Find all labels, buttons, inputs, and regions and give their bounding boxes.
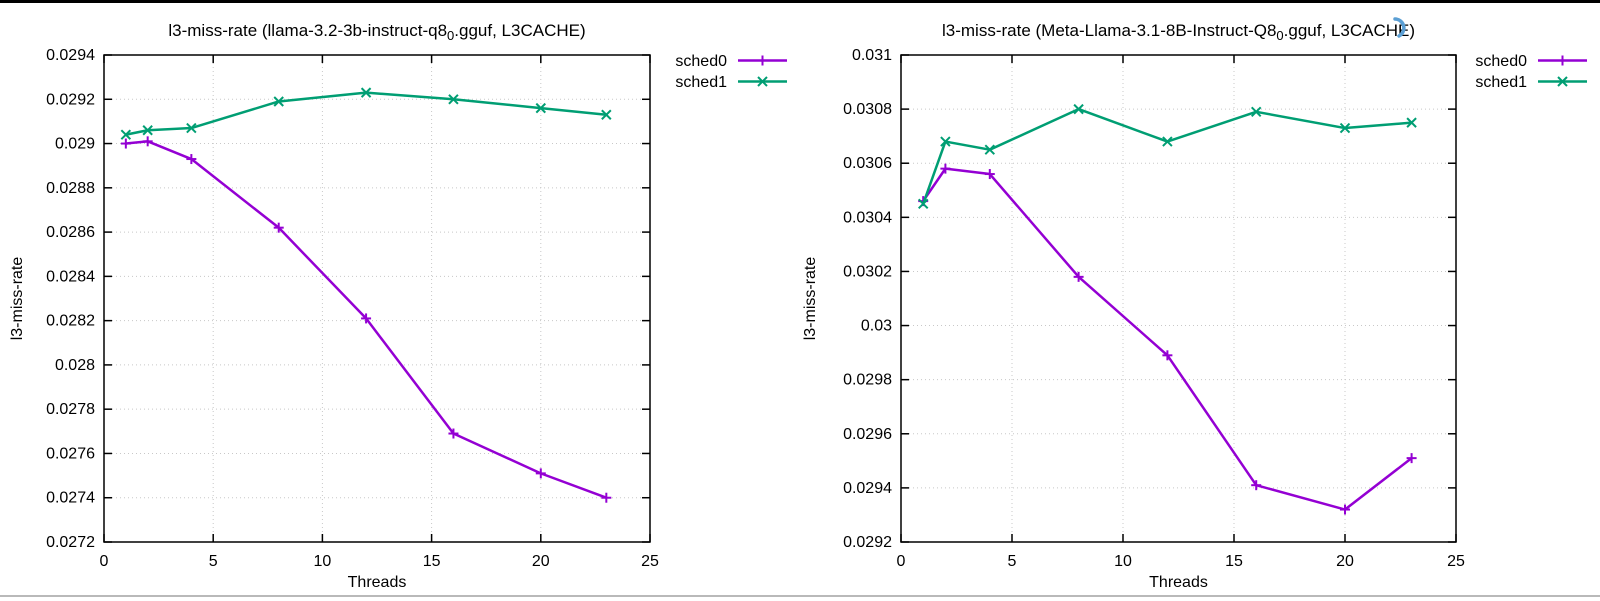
chart-panel-right: 0 5 10 15 20 25 0.0292 0.0294 0.0296 0.0298 0.03 0.… <box>800 0 1600 601</box>
data-point-marker <box>917 198 929 210</box>
data-point-marker <box>984 144 996 155</box>
x-tick-label: 5 <box>1008 553 1017 570</box>
data-point-marker <box>757 76 768 87</box>
y-tick-label: 0.0278 <box>46 401 95 418</box>
legend-label-sched1: sched1 <box>1475 74 1527 91</box>
plot-border <box>103 54 651 543</box>
data-point-marker <box>142 125 153 136</box>
y-tick-label: 0.0308 <box>843 101 892 118</box>
y-tick-label: 0.028 <box>55 357 95 374</box>
y-tick-label: 0.0294 <box>46 47 95 64</box>
chart-title: l3-miss-rate (Meta-Llama-3.1-8B-Instruct… <box>942 21 1415 43</box>
legend-label-sched0: sched0 <box>1475 53 1527 70</box>
y-tick-label: 0.0292 <box>843 534 892 551</box>
x-tick-label: 10 <box>314 553 332 570</box>
y-tick-label: 0.0284 <box>46 268 95 285</box>
x-tick-label: 5 <box>209 553 218 570</box>
y-tick-label: 0.03 <box>861 318 892 335</box>
y-tick-label: 0.0272 <box>46 534 95 551</box>
line-chart-meta-llama-3-1-8b: 0 5 10 15 20 25 0.0292 0.0294 0.0296 0.0298 0.03 0.… <box>802 17 1587 591</box>
data-point-marker <box>535 102 547 114</box>
x-axis-label: Threads <box>1149 574 1208 591</box>
x-tick-label: 15 <box>1225 553 1243 570</box>
plot-border <box>900 54 1457 543</box>
y-tick-label: 0.0292 <box>46 91 95 108</box>
x-tick-label: 15 <box>423 553 441 570</box>
y-tick-label: 0.0304 <box>843 209 892 226</box>
y-tick-label: 0.0302 <box>843 263 892 280</box>
series-line-sched1 <box>125 91 607 136</box>
line-chart-llama-3-2-3b: 0 5 10 15 20 25 0.0272 0.0274 0.0276 0.0278 0.028 0… <box>9 21 787 591</box>
data-point-marker <box>360 87 372 98</box>
window-bottom-border <box>0 595 1600 597</box>
data-point-marker <box>273 96 284 107</box>
y-tick-label: 0.0274 <box>46 490 95 507</box>
legend-label-sched1: sched1 <box>675 74 727 91</box>
series-line-sched0 <box>922 167 1413 511</box>
x-tick-label: 20 <box>1336 553 1354 570</box>
data-point-marker <box>120 129 132 140</box>
data-point-marker <box>601 109 612 120</box>
data-point-marker <box>1557 76 1568 87</box>
y-tick-label: 0.0296 <box>843 426 892 443</box>
chart-title: l3-miss-rate (llama-3.2-3b-instruct-q80.… <box>168 21 585 43</box>
window-top-border <box>0 0 1600 3</box>
y-tick-label: 0.0288 <box>46 180 95 197</box>
data-point-marker <box>186 122 197 134</box>
y-tick-label: 0.0306 <box>843 155 892 172</box>
x-tick-label: 25 <box>641 553 659 570</box>
y-tick-label: 0.0282 <box>46 313 95 330</box>
y-tick-label: 0.0298 <box>843 372 892 389</box>
x-tick-label: 0 <box>100 553 109 570</box>
x-axis-label: Threads <box>348 574 407 591</box>
y-axis-label: l3-miss-rate <box>9 257 26 341</box>
x-tick-label: 0 <box>897 553 906 570</box>
series-line-sched0 <box>125 140 607 499</box>
series-line-sched1 <box>922 107 1412 205</box>
data-point-marker <box>1406 117 1417 128</box>
y-tick-label: 0.029 <box>55 136 95 153</box>
data-point-marker <box>1162 136 1173 147</box>
blue-dot-artifact <box>1393 17 1406 38</box>
data-point-marker <box>940 136 951 147</box>
y-tick-label: 0.031 <box>852 47 892 64</box>
data-point-marker <box>1250 106 1262 118</box>
x-tick-label: 25 <box>1447 553 1465 570</box>
y-tick-label: 0.0276 <box>46 445 95 462</box>
y-tick-label: 0.0286 <box>46 224 95 241</box>
data-point-marker <box>448 94 459 105</box>
data-point-marker <box>1339 122 1351 134</box>
y-tick-label: 0.0294 <box>843 480 892 497</box>
chart-panel-left: 0 5 10 15 20 25 0.0272 0.0274 0.0276 0.0278 0.028 0… <box>9 21 787 591</box>
data-point-marker <box>1073 103 1084 115</box>
legend-label-sched0: sched0 <box>675 53 727 70</box>
x-tick-label: 10 <box>1114 553 1132 570</box>
x-tick-label: 20 <box>532 553 550 570</box>
y-axis-label: l3-miss-rate <box>802 257 819 341</box>
